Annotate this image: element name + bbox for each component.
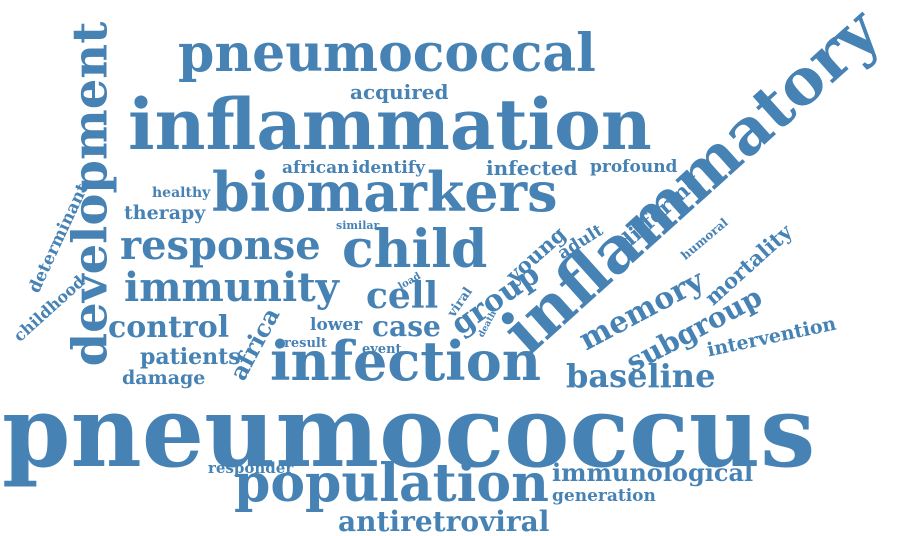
word-damage: damage bbox=[122, 367, 206, 389]
word-lower: lower bbox=[310, 315, 363, 335]
word-infected: infected bbox=[486, 156, 578, 180]
word-baseline: baseline bbox=[566, 357, 716, 395]
word-population: population bbox=[234, 453, 549, 514]
word-identify: identify bbox=[352, 158, 426, 178]
word-immunological: immunological bbox=[552, 458, 754, 487]
word-acquired: acquired bbox=[350, 80, 449, 104]
word-control: control bbox=[108, 310, 230, 345]
word-antiretroviral: antiretroviral bbox=[338, 505, 550, 536]
word-generation: generation bbox=[552, 486, 656, 506]
word-child: child bbox=[342, 219, 488, 280]
word-patients: patients bbox=[140, 344, 241, 370]
word-pneumococcus: pneumococcus bbox=[2, 375, 816, 490]
word-event: event bbox=[362, 342, 402, 357]
word-biomarkers: biomarkers bbox=[212, 160, 558, 224]
word-case: case bbox=[372, 310, 441, 343]
word-result: result bbox=[284, 336, 327, 351]
word-therapy: therapy bbox=[124, 202, 206, 224]
word-african: african bbox=[282, 158, 350, 178]
word-responder: responder bbox=[208, 459, 294, 477]
word-similar: similar bbox=[336, 219, 380, 232]
word-response: response bbox=[120, 222, 321, 269]
word-immunity: immunity bbox=[124, 264, 339, 311]
word-infection: infection bbox=[270, 329, 541, 393]
word-healthy: healthy bbox=[152, 185, 211, 201]
word-profound: profound bbox=[590, 157, 678, 177]
word-cell: cell bbox=[366, 275, 439, 317]
word-inflammation: inflammation bbox=[128, 83, 652, 166]
word-pneumococcal: pneumococcal bbox=[178, 23, 596, 84]
